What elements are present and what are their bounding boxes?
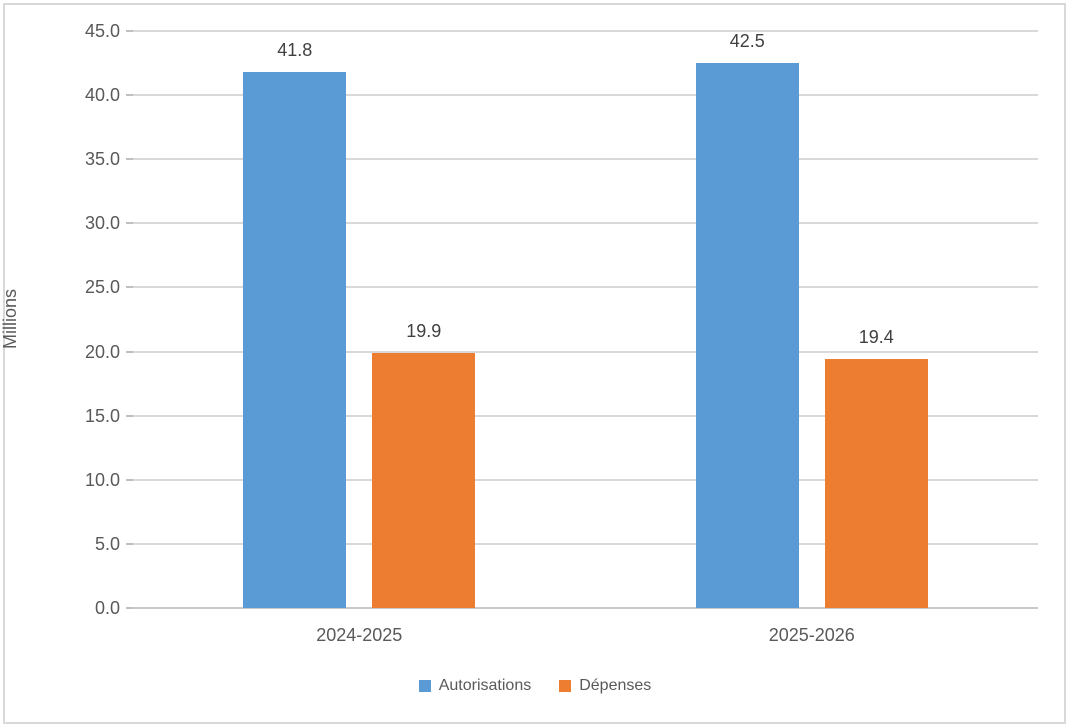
legend-label: Autorisations bbox=[438, 677, 532, 694]
y-tick-label: 35.0 bbox=[84, 149, 120, 170]
y-axis-tick-mark bbox=[126, 30, 133, 32]
legend-swatch-icon bbox=[418, 680, 431, 692]
y-tick-label: 20.0 bbox=[84, 341, 120, 362]
y-axis-tick-mark bbox=[126, 350, 133, 353]
gridline bbox=[133, 158, 1038, 161]
chart-legend: Autorisations Dépenses bbox=[0, 676, 1070, 696]
bar-autorisations bbox=[695, 63, 799, 608]
y-tick-label: 25.0 bbox=[84, 277, 120, 298]
gridline bbox=[133, 286, 1038, 289]
y-tick-label: 5.0 bbox=[94, 533, 120, 554]
gridline bbox=[133, 478, 1038, 481]
bar-dépenses bbox=[824, 359, 928, 608]
y-tick-label: 30.0 bbox=[84, 213, 120, 234]
legend-swatch-icon bbox=[559, 680, 572, 692]
data-label: 41.8 bbox=[277, 40, 313, 61]
gridline bbox=[133, 350, 1038, 353]
y-axis-tick-mark bbox=[126, 158, 133, 161]
y-axis-tick-mark bbox=[126, 222, 133, 225]
legend-item-dépenses: Dépenses bbox=[559, 676, 651, 696]
y-axis-tick-mark bbox=[126, 542, 133, 545]
bar-dépenses bbox=[372, 352, 476, 608]
x-category-label: 2024-2025 bbox=[316, 625, 403, 645]
y-axis-tick-mark bbox=[126, 478, 133, 481]
gridline bbox=[133, 414, 1038, 417]
y-tick-label: 15.0 bbox=[84, 405, 120, 426]
x-category-label: 2025-2026 bbox=[768, 625, 855, 645]
y-axis-tick-mark bbox=[126, 414, 133, 417]
data-label: 19.4 bbox=[858, 327, 894, 348]
y-axis-tick-mark bbox=[126, 286, 133, 289]
gridline bbox=[133, 222, 1038, 225]
gridline bbox=[133, 30, 1038, 32]
y-axis-tick-mark bbox=[126, 94, 133, 97]
data-label: 19.9 bbox=[406, 320, 442, 341]
data-label: 42.5 bbox=[729, 31, 765, 52]
y-axis-tick-mark bbox=[126, 607, 133, 609]
plot-area: 41.8 19.9 42.5 19.4 bbox=[126, 30, 1038, 609]
y-tick-label: 0.0 bbox=[94, 598, 120, 618]
gridline bbox=[133, 94, 1038, 97]
legend-item-autorisations: Autorisations bbox=[418, 676, 532, 696]
bar-autorisations bbox=[243, 72, 347, 608]
y-tick-label: 45.0 bbox=[84, 21, 120, 41]
y-tick-label: 10.0 bbox=[84, 469, 120, 490]
gridline bbox=[133, 542, 1038, 545]
legend-label: Dépenses bbox=[579, 677, 652, 694]
x-axis-line bbox=[133, 607, 1038, 609]
y-tick-label: 40.0 bbox=[84, 85, 120, 106]
